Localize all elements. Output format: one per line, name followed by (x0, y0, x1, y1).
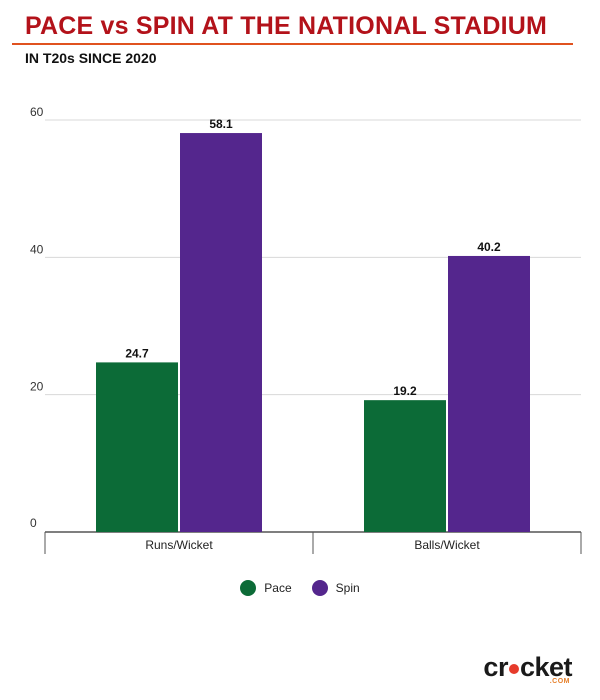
legend-swatch-pace (240, 580, 257, 596)
chart-legend: Pace Spin (0, 580, 600, 596)
bar-spin-1 (448, 255, 530, 532)
brand-logo: cr cket (483, 652, 572, 682)
legend-label-pace: Pace (264, 581, 292, 595)
bar-pace-1 (364, 400, 446, 532)
x-tick-label: Balls/Wicket (414, 538, 480, 552)
x-tick-label: Runs/Wicket (145, 538, 213, 552)
y-tick-label: 20 (30, 380, 44, 394)
data-label: 40.2 (477, 240, 501, 254)
chart-subtitle: IN T20s SINCE 2020 (25, 50, 157, 66)
legend-item-spin: Spin (311, 580, 360, 596)
y-tick-label: 60 (30, 105, 44, 119)
data-label: 24.7 (125, 346, 149, 360)
title-divider (12, 43, 573, 45)
bar-chart: 0 20 40 60 24.7 58.1 Runs/Wicket 19.2 40.2 Balls/… (30, 105, 582, 554)
y-tick-label: 0 (30, 516, 37, 530)
data-label: 19.2 (393, 384, 417, 398)
legend-swatch-spin (311, 580, 328, 596)
brand-logo-suffix: .COM (549, 678, 570, 685)
legend-item-pace: Pace (240, 580, 292, 596)
chart-title: PACE vs SPIN AT THE NATIONAL STADIUM (25, 12, 548, 40)
y-tick-label: 40 (30, 242, 44, 256)
bar-spin-0 (180, 133, 262, 532)
data-label: 58.1 (209, 117, 233, 131)
bar-pace-0 (96, 362, 178, 532)
legend-label-spin: Spin (335, 581, 360, 595)
ball-icon (508, 663, 519, 674)
